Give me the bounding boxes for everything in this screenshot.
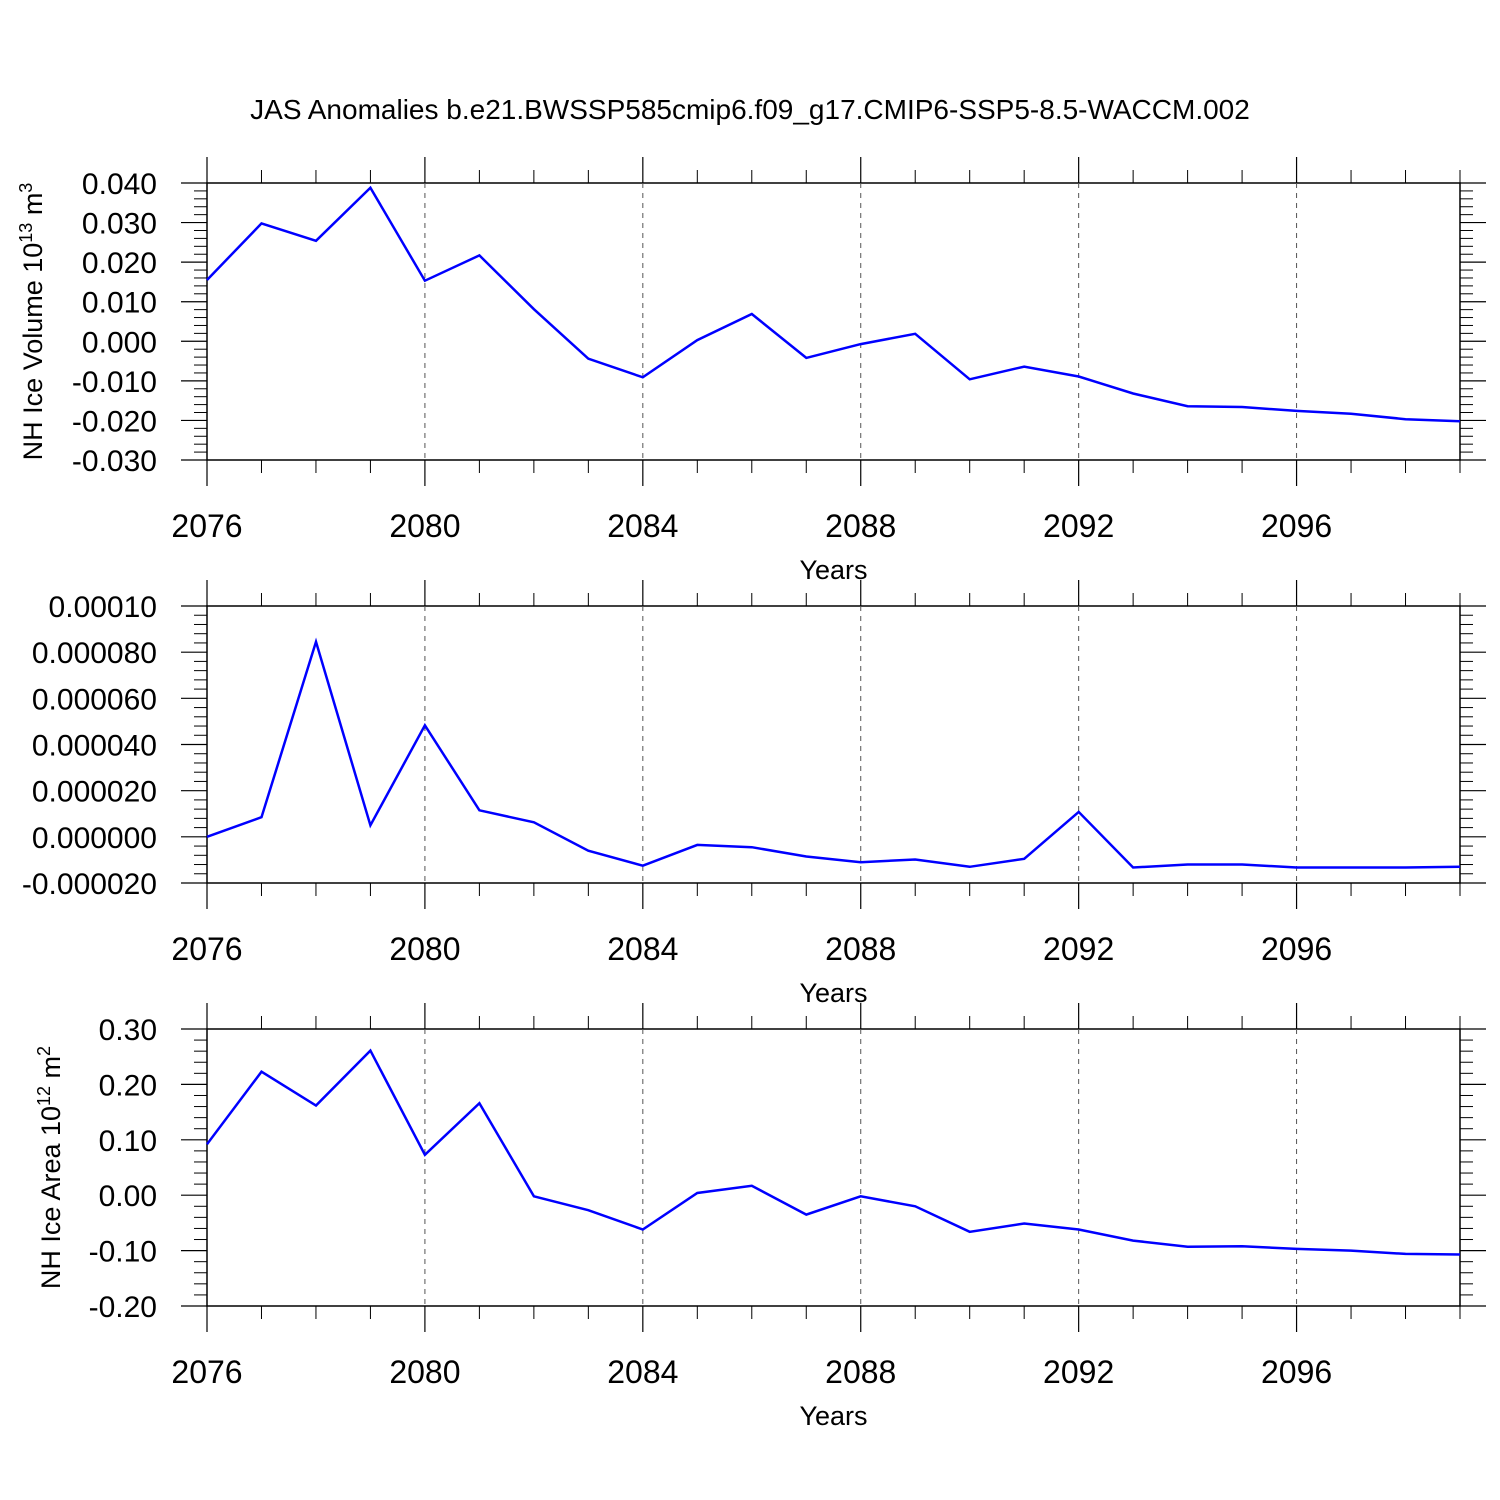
series-line bbox=[206, 185, 1461, 423]
y-tick-label: -0.030 bbox=[72, 445, 157, 478]
x-tick-label: 2076 bbox=[171, 508, 242, 544]
x-axis-label: Years bbox=[799, 978, 867, 1008]
y-tick-label: 0.20 bbox=[99, 1069, 157, 1102]
y-tick-label: 0.000020 bbox=[32, 776, 157, 809]
x-tick-label: 2092 bbox=[1043, 931, 1114, 967]
y-tick-label: -0.10 bbox=[89, 1236, 157, 1269]
x-tick-label: 2080 bbox=[389, 1354, 460, 1390]
x-tick-label: 2084 bbox=[607, 931, 678, 967]
y-tick-label: -0.010 bbox=[72, 366, 157, 399]
chart-panel-3: 2076 2080 2084 2088 2092 2096 0.30 0.20 0.10 0.00… bbox=[34, 1003, 1486, 1431]
chart-title: JAS Anomalies b.e21.BWSSP585cmip6.f09_g1… bbox=[250, 94, 1250, 125]
y-tick-label: 0.020 bbox=[82, 247, 157, 280]
x-tick-label: 2076 bbox=[171, 1354, 242, 1390]
y-axis-label: NH Ice Area 1012 m2 bbox=[34, 1046, 66, 1289]
y-tick-label: 0.00010 bbox=[49, 591, 157, 624]
x-tick-label: 2080 bbox=[389, 508, 460, 544]
y-tick-label: 0.10 bbox=[99, 1125, 157, 1158]
x-tick-label: 2092 bbox=[1043, 1354, 1114, 1390]
x-tick-label: 2096 bbox=[1261, 931, 1332, 967]
x-axis-label: Years bbox=[799, 555, 867, 585]
x-tick-label: 2092 bbox=[1043, 508, 1114, 544]
x-tick-label: 2096 bbox=[1261, 1354, 1332, 1390]
x-tick-label: 2088 bbox=[825, 931, 896, 967]
y-tick-label: 0.30 bbox=[99, 1014, 157, 1047]
y-tick-label: 0.010 bbox=[82, 287, 157, 320]
y-tick-label: 0.000000 bbox=[32, 822, 157, 855]
x-tick-label: 2088 bbox=[825, 508, 896, 544]
chart-panel-2: 2076 2080 2084 2088 2092 2096 0.00010 0.000080 0… bbox=[22, 580, 1486, 1008]
y-tick-label: -0.20 bbox=[89, 1291, 157, 1324]
series-line bbox=[206, 637, 1461, 869]
series-line bbox=[206, 1048, 1461, 1256]
y-tick-label: -0.020 bbox=[72, 405, 157, 438]
chart-panel-1: 2076 2080 2084 2088 2092 2096 0.040 0.030 0.020 0… bbox=[16, 157, 1486, 585]
y-tick-label: -0.000020 bbox=[22, 868, 157, 901]
plot-frame bbox=[206, 182, 1461, 461]
x-tick-label: 2080 bbox=[389, 931, 460, 967]
x-tick-label: 2096 bbox=[1261, 508, 1332, 544]
x-tick-label: 2084 bbox=[607, 1354, 678, 1390]
x-tick-label: 2084 bbox=[607, 508, 678, 544]
y-tick-label: 0.000040 bbox=[32, 730, 157, 763]
plot-frame bbox=[206, 1028, 1461, 1307]
y-tick-label: 0.000 bbox=[82, 326, 157, 359]
y-axis-label: NH Ice Volume 1013 m3 bbox=[16, 183, 48, 461]
x-tick-label: 2076 bbox=[171, 931, 242, 967]
x-tick-label: 2088 bbox=[825, 1354, 896, 1390]
x-axis-label: Years bbox=[799, 1401, 867, 1431]
y-tick-label: 0.000060 bbox=[32, 683, 157, 716]
y-tick-label: 0.040 bbox=[82, 168, 157, 201]
plot-frame bbox=[206, 605, 1461, 884]
y-tick-label: 0.00 bbox=[99, 1180, 157, 1213]
y-tick-label: 0.000080 bbox=[32, 637, 157, 670]
y-tick-label: 0.030 bbox=[82, 208, 157, 241]
